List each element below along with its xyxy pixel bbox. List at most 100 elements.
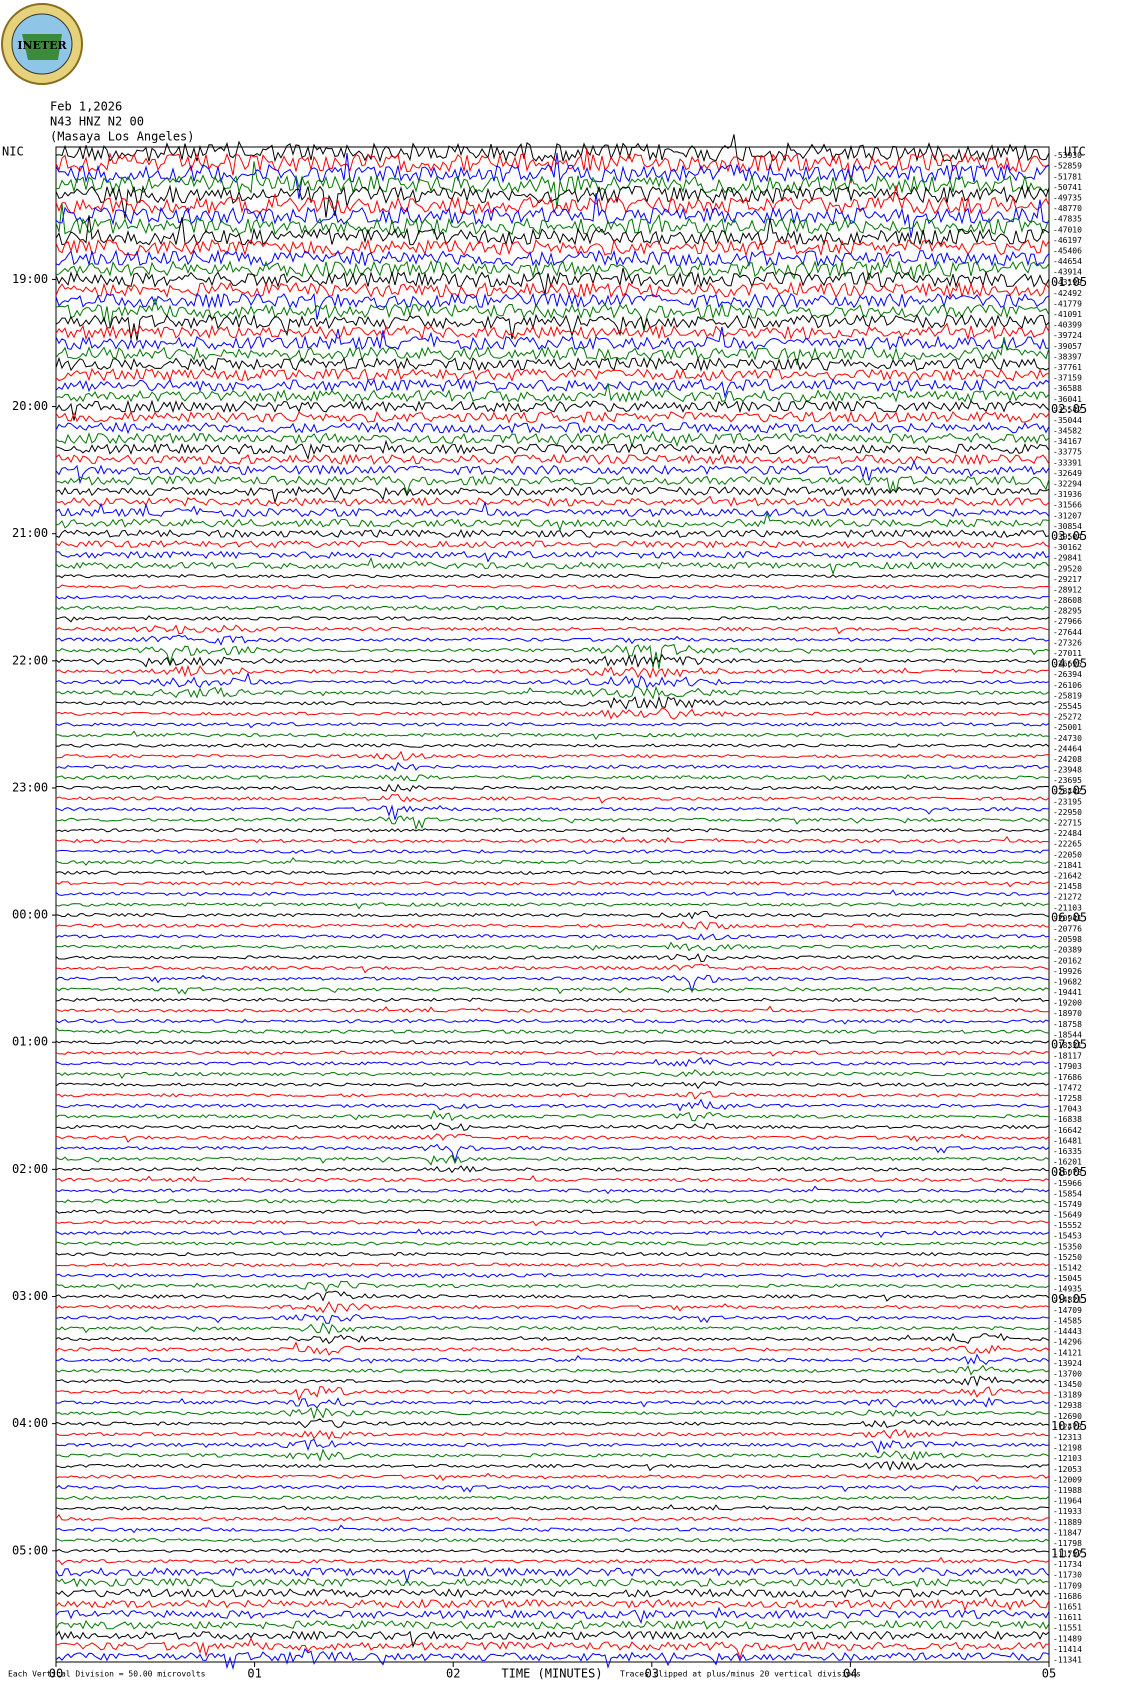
trace bbox=[55, 1290, 1050, 1302]
trace bbox=[56, 750, 1049, 761]
row-value: -26695 bbox=[1053, 660, 1082, 669]
trace bbox=[55, 1484, 1050, 1493]
trace bbox=[55, 1027, 1050, 1034]
right-time: 04:05 bbox=[1051, 656, 1087, 670]
left-time: 23:00 bbox=[12, 780, 48, 794]
trace bbox=[55, 653, 1050, 669]
row-value: -32649 bbox=[1053, 469, 1082, 478]
row-value: -20776 bbox=[1053, 924, 1082, 933]
row-value: -18758 bbox=[1053, 1020, 1082, 1029]
trace bbox=[55, 148, 1050, 184]
trace bbox=[55, 203, 1050, 236]
trace bbox=[55, 730, 1050, 741]
trace bbox=[55, 997, 1050, 1003]
trace bbox=[55, 889, 1050, 897]
row-value: -15045 bbox=[1053, 1274, 1082, 1283]
row-value: -25545 bbox=[1053, 702, 1082, 711]
row-value: -33391 bbox=[1053, 458, 1082, 467]
trace bbox=[55, 1251, 1050, 1257]
trace bbox=[55, 1165, 1050, 1174]
trace bbox=[55, 707, 1050, 720]
location: (Masaya Los Angeles) bbox=[50, 130, 195, 144]
trace bbox=[55, 1005, 1050, 1013]
trace bbox=[55, 1057, 1050, 1068]
right-time: 10:05 bbox=[1051, 1419, 1087, 1433]
trace bbox=[55, 1185, 1050, 1195]
row-value: -15350 bbox=[1053, 1242, 1082, 1251]
row-value: -12198 bbox=[1053, 1444, 1082, 1453]
trace bbox=[55, 987, 1050, 995]
trace bbox=[55, 1597, 1050, 1612]
trace bbox=[55, 573, 1050, 579]
trace bbox=[55, 1069, 1050, 1080]
row-value: -16078 bbox=[1053, 1168, 1082, 1177]
trace bbox=[55, 313, 1050, 341]
trace bbox=[55, 184, 1050, 219]
logo: INETER bbox=[1, 3, 83, 85]
row-value: -11341 bbox=[1053, 1656, 1082, 1665]
trace bbox=[55, 941, 1050, 952]
row-value: -11414 bbox=[1053, 1645, 1082, 1654]
row-value: -21103 bbox=[1053, 903, 1082, 912]
row-value: -18970 bbox=[1053, 1009, 1082, 1018]
row-value: -37159 bbox=[1053, 374, 1082, 383]
x-tick-label: 02 bbox=[446, 1667, 460, 1681]
trace bbox=[55, 257, 1050, 281]
trace bbox=[55, 485, 1050, 505]
row-value: -11489 bbox=[1053, 1634, 1082, 1643]
trace bbox=[55, 1280, 1050, 1293]
x-tick-label: 03 bbox=[645, 1667, 659, 1681]
trace bbox=[55, 1495, 1050, 1501]
trace bbox=[55, 953, 1049, 963]
row-value: -25272 bbox=[1053, 713, 1082, 722]
row-value: -48770 bbox=[1053, 204, 1082, 213]
row-value: -29217 bbox=[1053, 575, 1082, 584]
trace bbox=[55, 322, 1050, 341]
trace bbox=[55, 1637, 1050, 1660]
trace bbox=[56, 963, 1050, 974]
trace bbox=[55, 367, 1050, 382]
footer-scale: Each Vertical Division = 50.00 microvolt… bbox=[8, 1670, 206, 1679]
row-value: -15649 bbox=[1053, 1211, 1082, 1220]
trace bbox=[55, 761, 1050, 772]
trace bbox=[55, 1619, 1050, 1630]
trace bbox=[55, 1504, 1050, 1511]
trace bbox=[55, 1143, 1050, 1164]
row-value: -14121 bbox=[1053, 1348, 1082, 1357]
trace bbox=[55, 399, 1050, 421]
trace bbox=[55, 421, 1050, 435]
row-value: -22265 bbox=[1053, 840, 1082, 849]
traces bbox=[55, 134, 1050, 1671]
right-time: 06:05 bbox=[1051, 911, 1087, 925]
right-time: 11:05 bbox=[1051, 1546, 1087, 1560]
trace bbox=[55, 1460, 1050, 1472]
row-value: -14935 bbox=[1053, 1285, 1082, 1294]
row-value: -11798 bbox=[1053, 1539, 1082, 1548]
row-value: -29520 bbox=[1053, 564, 1082, 573]
trace bbox=[55, 849, 1050, 855]
x-axis-title: TIME (MINUTES) bbox=[501, 1667, 602, 1681]
trace bbox=[55, 1428, 1050, 1441]
trace bbox=[55, 605, 1050, 612]
left-time: 05:00 bbox=[12, 1543, 48, 1557]
trace bbox=[55, 1198, 1050, 1204]
row-value: -39724 bbox=[1053, 331, 1082, 340]
row-value: -11933 bbox=[1053, 1507, 1082, 1516]
trace bbox=[55, 1448, 1050, 1462]
trace bbox=[55, 1154, 1050, 1166]
trace bbox=[55, 1537, 1050, 1543]
row-value: -24464 bbox=[1053, 744, 1082, 753]
trace bbox=[55, 1091, 1050, 1100]
x-tick-label: 05 bbox=[1042, 1667, 1056, 1681]
trace bbox=[55, 238, 1050, 257]
row-value: -35542 bbox=[1053, 405, 1082, 414]
row-value: -24208 bbox=[1053, 755, 1082, 764]
x-tick-label: 04 bbox=[843, 1667, 857, 1681]
trace bbox=[55, 804, 1050, 820]
trace bbox=[55, 722, 1050, 729]
row-value: -13924 bbox=[1053, 1359, 1082, 1368]
row-value: -43914 bbox=[1053, 268, 1082, 277]
trace bbox=[55, 1418, 1050, 1429]
trace bbox=[55, 743, 1050, 748]
row-value: -16838 bbox=[1053, 1115, 1082, 1124]
